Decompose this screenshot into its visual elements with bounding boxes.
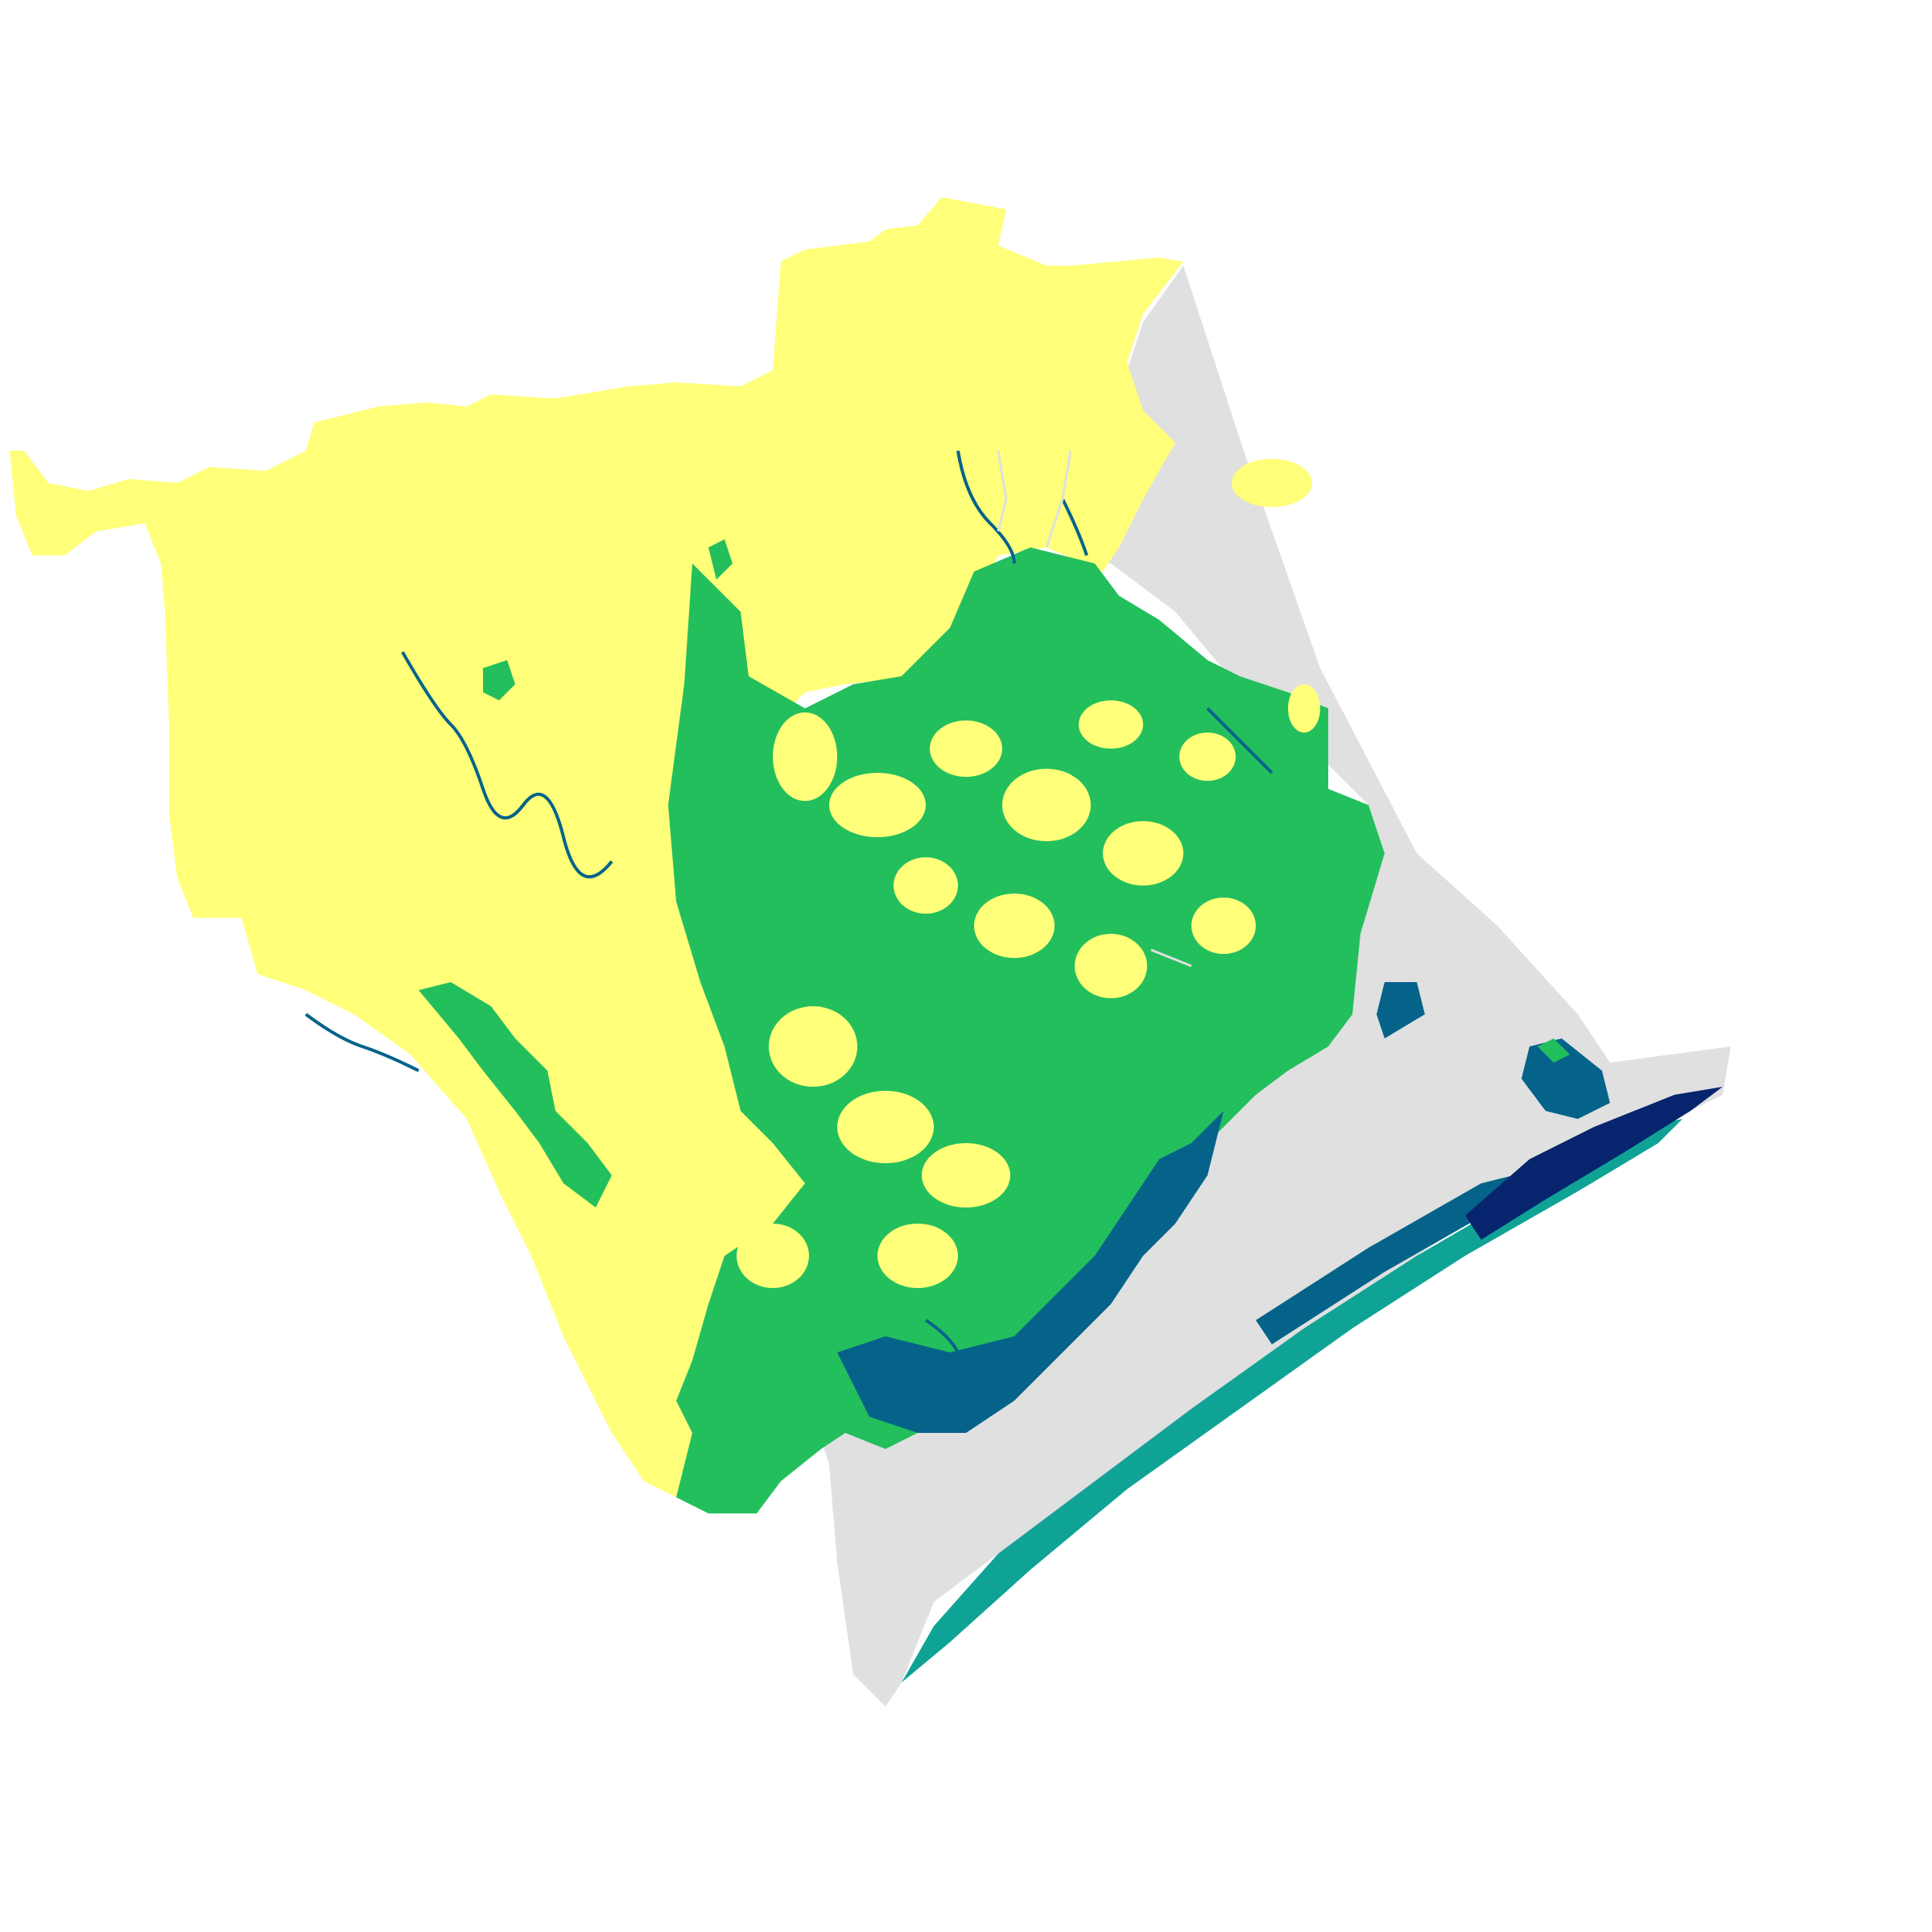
water-channels [997,450,1530,1016]
zone-blue-east-island [1521,1038,1610,1119]
green-patch-north [708,539,733,580]
green-patch-small [483,660,515,700]
zone-yellow-region [10,197,1183,1497]
zone-blue-peninsula-strip [1256,1175,1513,1344]
rivers [304,450,1274,1370]
yellow-patches [737,459,1320,1288]
zone-green-east-island [1538,1038,1570,1063]
zone-blue-bay-point [1377,982,1425,1038]
zone-blue-coastal [837,1111,1224,1433]
zone-teal-peninsula [902,1119,1682,1682]
green-patch-river-west [419,982,612,1208]
zone-navy-peninsula-tip [1465,1087,1723,1240]
